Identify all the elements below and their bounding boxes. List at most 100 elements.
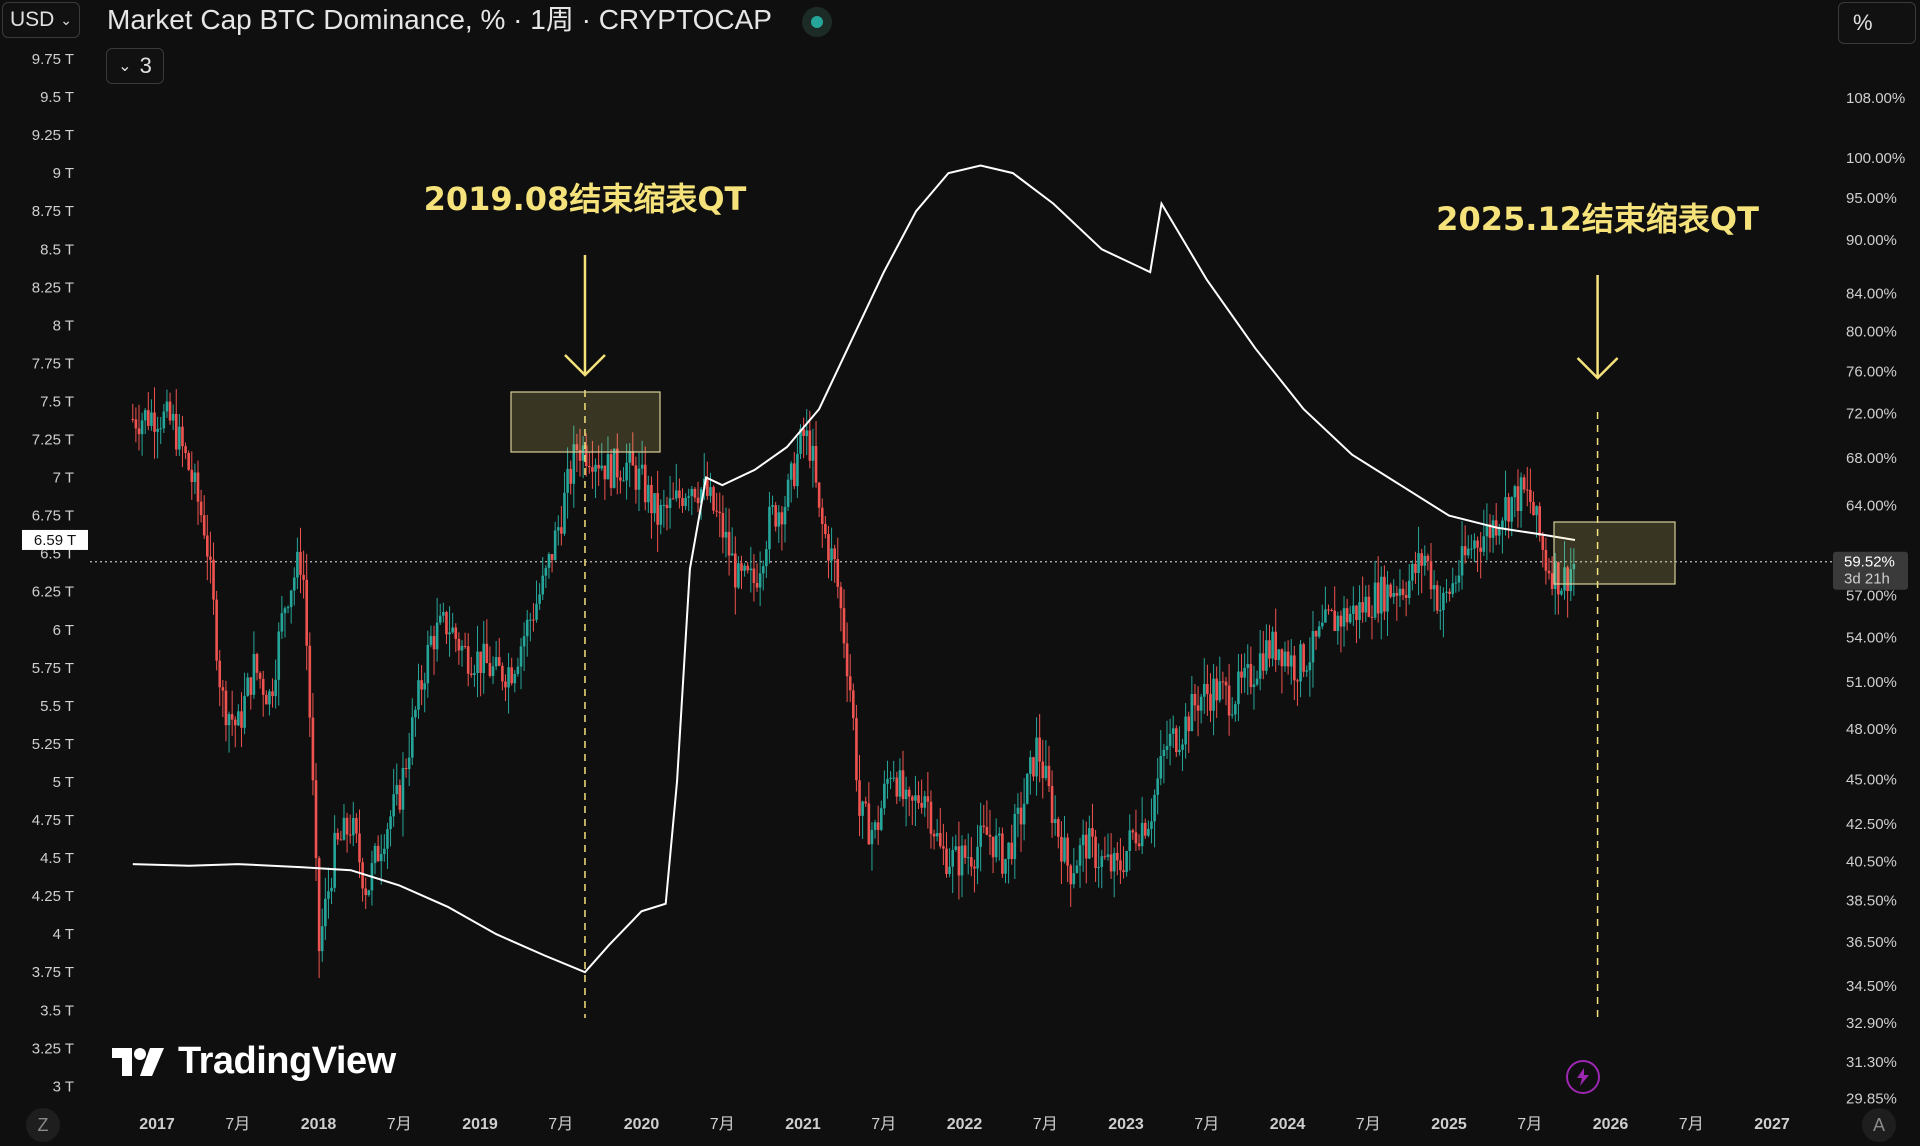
candle-body — [901, 770, 905, 800]
auto-scale-button[interactable]: A — [1862, 1108, 1896, 1142]
candle-body — [1299, 644, 1302, 682]
candle-body — [715, 510, 718, 512]
candle-body — [367, 890, 371, 896]
candle-body — [932, 833, 936, 837]
candle-body — [771, 505, 774, 507]
candle-body — [634, 465, 638, 490]
candle-body — [507, 667, 510, 688]
candle-body — [780, 512, 784, 525]
candle-body — [1140, 822, 1144, 847]
candle-body — [1007, 842, 1010, 860]
candle-body — [162, 411, 166, 429]
candle-body — [1088, 828, 1091, 859]
candle-body — [187, 453, 190, 470]
candle-body — [926, 796, 930, 802]
candle-body — [1097, 866, 1100, 868]
candle-body — [324, 898, 327, 927]
candle-body — [883, 783, 886, 809]
candle-body — [1153, 794, 1156, 822]
candle-body — [286, 607, 290, 609]
candle-body — [1218, 681, 1222, 701]
left-axis-tick: 3.5 T — [40, 1002, 74, 1019]
candle-body — [1131, 830, 1135, 833]
candle-body — [603, 465, 607, 480]
candle-body — [1078, 845, 1082, 866]
candle-body — [302, 574, 305, 580]
candle-body — [376, 845, 380, 862]
time-axis-tick: 7月 — [1517, 1116, 1542, 1133]
candle-body — [445, 612, 448, 635]
candle-body — [662, 504, 666, 506]
candle-body — [1109, 854, 1113, 872]
candle-body — [588, 466, 591, 468]
candle-body — [867, 803, 871, 845]
time-axis-tick: 7月 — [1194, 1116, 1219, 1133]
candle-body — [1361, 602, 1364, 613]
candle-body — [1538, 506, 1541, 536]
candle-body — [1383, 576, 1386, 612]
market-status-icon[interactable] — [802, 7, 832, 37]
candle-body — [1193, 693, 1197, 706]
candle-body — [889, 777, 892, 779]
left-axis-tick: 4.25 T — [32, 888, 74, 905]
highlight-box-2019 — [510, 391, 661, 453]
highlight-box-2025 — [1553, 521, 1676, 585]
time-axis-tick: 7月 — [1356, 1116, 1381, 1133]
left-axis-tick: 7 T — [53, 470, 74, 487]
left-axis-tick: 7.25 T — [32, 432, 74, 449]
candle-body — [466, 646, 470, 674]
time-axis-tick: 7月 — [710, 1116, 735, 1133]
candle-body — [1112, 853, 1116, 872]
candle-body — [1289, 655, 1293, 667]
candle-body — [942, 846, 945, 849]
right-axis-tick: 42.50% — [1846, 816, 1897, 833]
zoom-toggle-button[interactable]: Z — [26, 1108, 60, 1142]
candle-body — [379, 854, 383, 862]
candle-body — [1302, 644, 1305, 672]
candle-body — [681, 498, 684, 507]
candle-body — [650, 484, 653, 514]
candle-body — [488, 662, 492, 676]
lightning-icon[interactable] — [1566, 1060, 1600, 1094]
candle-body — [1010, 842, 1014, 860]
left-axis-tick: 6.25 T — [32, 584, 74, 601]
candle-body — [476, 651, 479, 673]
indicator-count: 3 — [139, 53, 152, 78]
candle-body — [429, 635, 433, 645]
candle-body — [591, 467, 594, 472]
candle-body — [131, 419, 135, 421]
candle-body — [1019, 807, 1023, 825]
candle-body — [143, 410, 147, 421]
percent-scale-button[interactable]: % — [1838, 2, 1916, 44]
candle-body — [454, 627, 458, 639]
candle-body — [550, 554, 554, 560]
candle-body — [1308, 662, 1312, 671]
time-axis-tick: 2023 — [1108, 1116, 1144, 1133]
indicators-toggle[interactable]: ⌄ 3 — [106, 48, 164, 84]
candle-body — [786, 479, 790, 507]
candle-body — [314, 780, 318, 859]
candle-body — [193, 472, 197, 483]
candle-body — [1196, 705, 1200, 711]
candle-body — [261, 678, 265, 695]
candle-body — [709, 487, 712, 496]
candle-body — [1426, 555, 1430, 562]
time-axis-tick: 7月 — [1033, 1116, 1058, 1133]
candle-body — [395, 785, 399, 795]
candle-body — [976, 846, 979, 869]
currency-selector[interactable]: USD ⌄ — [2, 2, 80, 38]
candle-body — [1258, 653, 1262, 679]
right-axis-tick: 84.00% — [1846, 286, 1897, 303]
candle-body — [1473, 540, 1476, 549]
candle-body — [1532, 501, 1535, 516]
candle-body — [305, 579, 308, 646]
candle-body — [1237, 671, 1240, 705]
candle-body — [966, 857, 970, 859]
candle-body — [963, 845, 967, 858]
left-axis-tick: 5.5 T — [40, 698, 74, 715]
market-cap-line — [132, 164, 1576, 974]
candle-body — [342, 817, 346, 840]
right-axis-tick: 45.00% — [1846, 771, 1897, 788]
candle-body — [494, 657, 498, 667]
